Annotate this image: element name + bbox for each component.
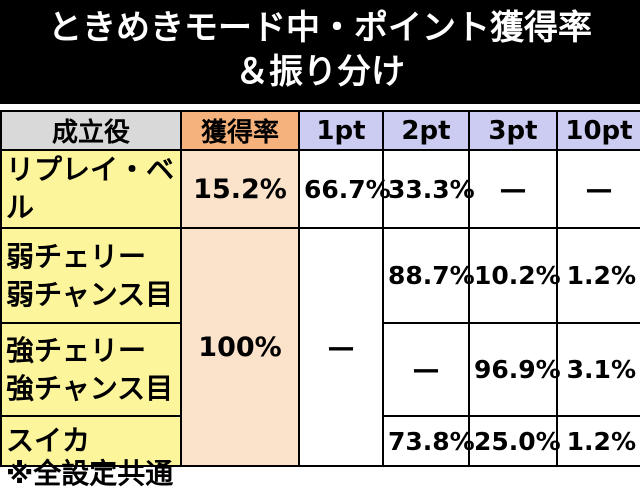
value-cell: 1.2%: [556, 227, 640, 324]
title-line: ときめきモード中・ポイント獲得率: [48, 8, 592, 48]
row: 強チェリー 強チャンス目 — 96.9% 3.1%: [0, 322, 640, 417]
rate-cell: 15.2%: [180, 149, 300, 229]
value-cell: 33.3%: [382, 149, 475, 229]
header-cell: 2pt: [382, 110, 470, 151]
header-cell: 10pt: [556, 110, 640, 151]
value-cell: 10.2%: [468, 227, 561, 324]
value-cell: —: [556, 149, 640, 229]
footnote: ※全設定共通: [6, 457, 174, 490]
value-cell: —: [298, 227, 384, 467]
row: スイカ 73.8% 25.0% 1.2%: [0, 415, 640, 467]
role-cell: 強チェリー 強チャンス目: [0, 322, 182, 417]
value-cell: —: [382, 322, 470, 417]
role-cell: スイカ: [0, 415, 182, 467]
row: 弱チェリー 弱チャンス目 100% — 88.7% 10.2% 1.2%: [0, 227, 640, 467]
row: リプレイ・ベル 15.2% 66.7% 33.3% — —: [0, 149, 640, 229]
header-cell: 成立役: [0, 110, 182, 151]
value-cell: 73.8%: [382, 415, 475, 467]
header-cell: 3pt: [468, 110, 558, 151]
header-cell: 1pt: [298, 110, 384, 151]
title-line: ＆振り分け: [235, 52, 405, 92]
value-cell: 1.2%: [556, 415, 640, 467]
value-cell: 3.1%: [556, 322, 640, 417]
value-cell: 25.0%: [468, 415, 561, 467]
title-band: ときめきモード中・ポイント獲得率 ＆振り分け: [0, 0, 640, 104]
value-cell: 66.7%: [298, 149, 391, 229]
value-cell: 88.7%: [382, 227, 475, 324]
value-cell: —: [468, 149, 558, 229]
header-row: 成立役 獲得率 1pt 2pt 3pt 10pt: [0, 110, 640, 151]
role-cell: リプレイ・ベル: [0, 149, 182, 229]
rate-cell: 100%: [180, 227, 300, 467]
value-cell: 96.9%: [468, 322, 561, 417]
rate-table: 成立役 獲得率 1pt 2pt 3pt 10pt リプレイ・ベル 15.2% 6…: [0, 110, 640, 467]
header-cell: 獲得率: [180, 110, 300, 151]
role-cell: 弱チェリー 弱チャンス目: [0, 227, 182, 324]
